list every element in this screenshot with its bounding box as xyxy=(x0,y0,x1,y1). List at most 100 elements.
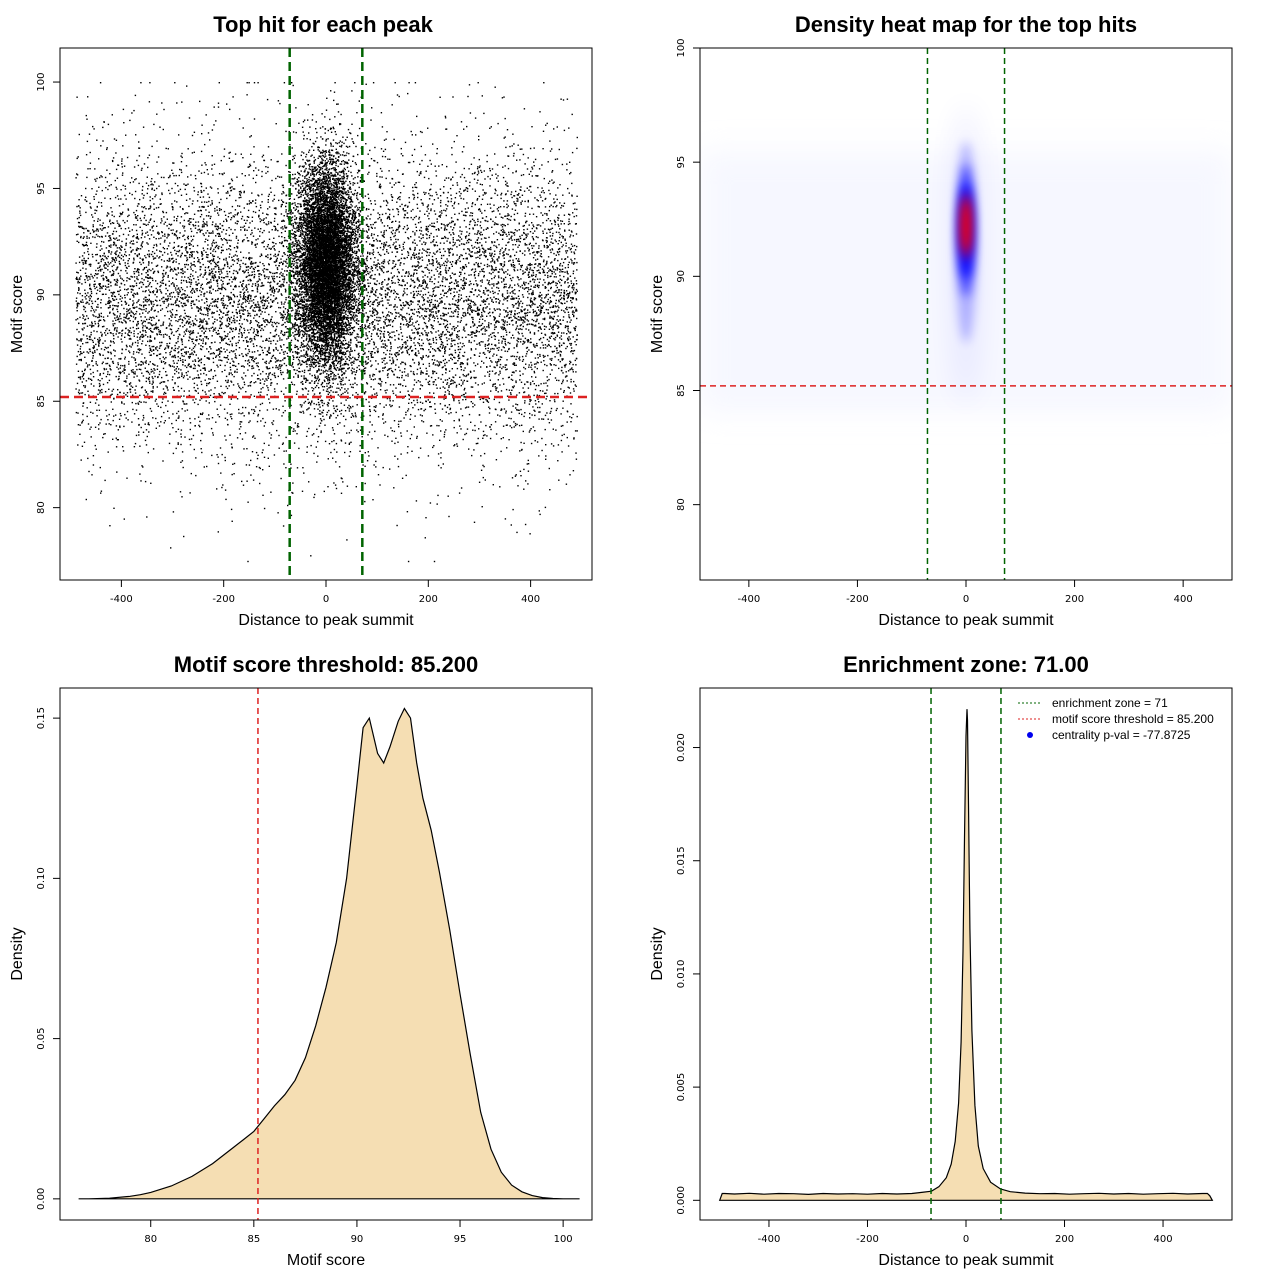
scatter-point xyxy=(148,318,150,320)
scatter-point xyxy=(386,251,388,253)
scatter-point xyxy=(189,376,191,378)
scatter-point xyxy=(478,195,481,198)
scatter-point xyxy=(390,194,393,196)
scatter-point xyxy=(229,413,231,416)
scatter-point xyxy=(500,197,502,200)
scatter-point xyxy=(105,288,107,290)
scatter-point xyxy=(153,123,155,126)
scatter-point xyxy=(82,378,85,380)
scatter-point xyxy=(311,387,313,389)
scatter-point xyxy=(282,405,284,407)
scatter-point xyxy=(422,421,425,423)
scatter-point xyxy=(223,356,225,359)
scatter-point xyxy=(156,333,158,335)
scatter-point xyxy=(523,283,526,285)
scatter-point xyxy=(376,263,378,266)
scatter-point xyxy=(477,230,479,232)
scatter-point xyxy=(154,337,156,339)
scatter-point xyxy=(453,325,455,328)
scatter-point xyxy=(379,379,382,381)
scatter-point xyxy=(353,288,356,291)
scatter-point xyxy=(487,289,489,291)
scatter-point xyxy=(214,298,217,301)
scatter-point xyxy=(530,366,532,368)
scatter-point xyxy=(229,369,232,371)
scatter-point xyxy=(546,412,548,414)
scatter-point xyxy=(175,174,177,177)
scatter-point xyxy=(431,263,433,265)
scatter-point xyxy=(440,333,442,335)
scatter-point xyxy=(230,190,232,192)
scatter-point xyxy=(350,362,352,364)
scatter-point xyxy=(236,220,238,222)
scatter-point xyxy=(238,339,240,342)
scatter-point xyxy=(546,232,548,234)
scatter-point xyxy=(388,209,391,211)
scatter-point xyxy=(417,196,419,199)
scatter-point xyxy=(523,231,525,234)
scatter-point xyxy=(226,263,229,266)
scatter-point xyxy=(108,329,111,332)
scatter-point xyxy=(186,251,188,253)
scatter-point xyxy=(424,537,426,539)
scatter-point xyxy=(230,178,233,180)
scatter-point xyxy=(266,409,269,411)
scatter-point xyxy=(218,208,221,210)
scatter-point xyxy=(504,320,506,322)
scatter-point xyxy=(124,248,126,251)
scatter-point xyxy=(473,332,475,334)
scatter-point xyxy=(272,325,274,328)
scatter-point xyxy=(305,241,307,243)
scatter-point xyxy=(497,298,500,300)
scatter-point xyxy=(254,266,257,269)
scatter-point xyxy=(136,247,138,249)
scatter-point xyxy=(159,281,162,283)
scatter-point xyxy=(110,351,112,354)
scatter-point xyxy=(95,233,98,236)
scatter-point xyxy=(569,416,571,418)
scatter-point xyxy=(574,202,576,204)
scatter-point xyxy=(285,289,287,292)
scatter-point xyxy=(280,284,282,286)
scatter-point xyxy=(298,224,300,227)
scatter-point xyxy=(155,322,157,324)
scatter-point xyxy=(206,254,208,256)
scatter-point xyxy=(178,372,180,374)
scatter-point xyxy=(508,348,510,351)
scatter-point xyxy=(524,212,527,215)
scatter-point xyxy=(421,131,423,134)
scatter-point xyxy=(542,344,544,346)
scatter-point xyxy=(124,221,126,224)
scatter-point xyxy=(252,412,255,415)
scatter-point xyxy=(247,209,250,212)
scatter-point xyxy=(181,322,183,324)
scatter-point xyxy=(392,208,394,211)
scatter-point xyxy=(398,366,400,368)
scatter-point xyxy=(281,303,283,305)
scatter-point xyxy=(338,351,341,353)
scatter-point xyxy=(245,284,248,286)
scatter-point xyxy=(397,259,399,262)
scatter-point xyxy=(436,360,438,362)
scatter-point xyxy=(497,223,499,226)
scatter-point xyxy=(172,427,174,429)
scatter-point xyxy=(87,248,89,250)
scatter-point xyxy=(175,304,177,307)
scatter-point xyxy=(455,386,458,388)
scatter-point xyxy=(433,244,435,246)
scatter-point xyxy=(514,422,517,425)
scatter-point xyxy=(570,368,572,370)
scatter-point xyxy=(307,402,310,404)
scatter-point xyxy=(199,289,201,292)
scatter-point xyxy=(249,328,252,331)
scatter-point xyxy=(214,207,216,210)
scatter-point xyxy=(357,208,360,211)
scatter-point xyxy=(529,185,531,188)
scatter-point xyxy=(551,249,554,251)
scatter-point xyxy=(218,173,221,175)
scatter-point xyxy=(355,225,358,227)
scatter-point xyxy=(146,176,148,178)
scatter-point xyxy=(244,348,247,350)
scatter-point xyxy=(396,201,398,203)
scatter-point xyxy=(373,301,375,303)
